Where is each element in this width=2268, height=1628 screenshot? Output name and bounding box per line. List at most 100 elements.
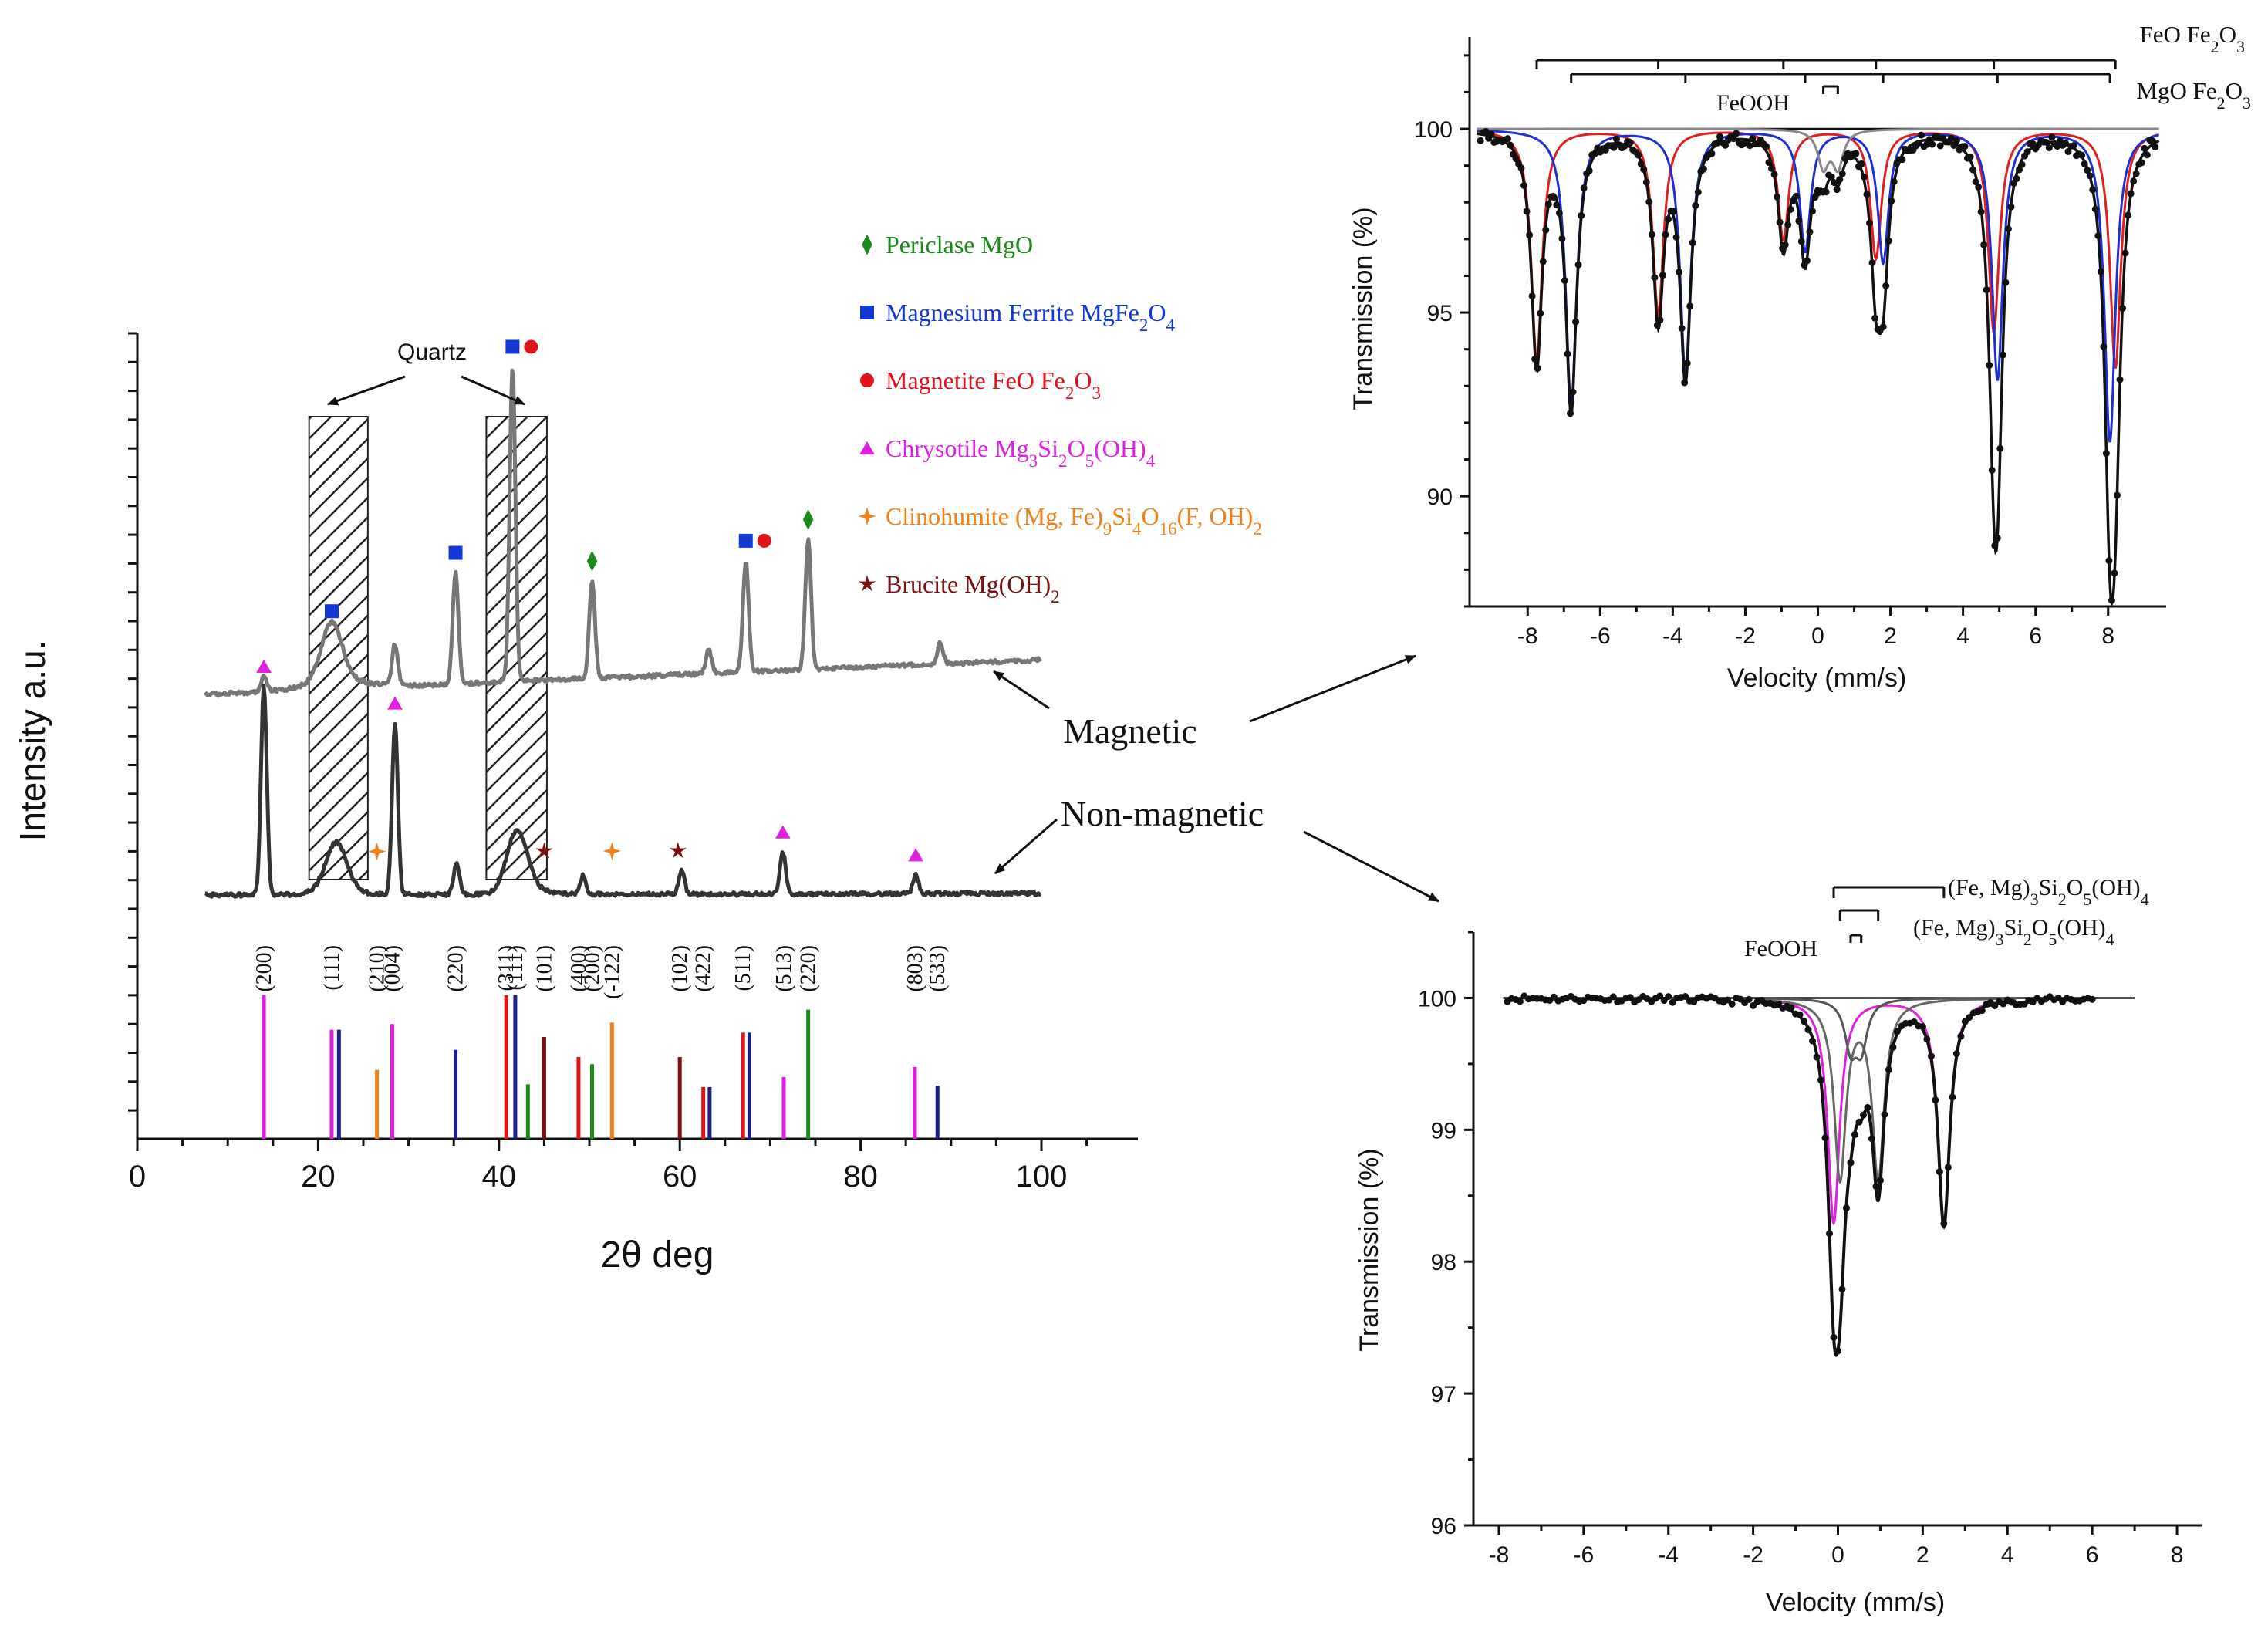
data-point	[2102, 450, 2110, 458]
y-tick-label: 100	[1418, 986, 1456, 1012]
data-point	[1523, 208, 1531, 215]
legend-name: Magnesium Ferrite	[886, 299, 1080, 326]
data-point	[2130, 177, 2138, 185]
hkl-label: (004)	[381, 945, 405, 992]
data-point	[2143, 151, 2151, 159]
data-point	[1656, 316, 1664, 324]
data-point	[1512, 155, 1520, 163]
legend-name: Clinohumite	[886, 502, 1015, 530]
y-tick-label: 96	[1431, 1514, 1456, 1539]
data-point	[1797, 238, 1805, 245]
data-point	[1847, 1159, 1855, 1167]
hkl-label: (101)	[532, 945, 556, 992]
formula-subscript: 5	[1085, 451, 1095, 471]
legend-label: Magnetite FeO Fe2O3	[886, 366, 1101, 403]
data-point	[1686, 302, 1694, 310]
data-point	[1762, 143, 1770, 150]
hkl-label: (111)	[504, 945, 528, 991]
data-point	[1872, 1183, 1880, 1191]
xrd-x-ticks: 0 20 40 60 80 100	[129, 1139, 1088, 1194]
data-point	[1645, 198, 1653, 206]
hkl-label: (220)	[444, 945, 468, 992]
data-point	[1749, 134, 1757, 142]
y-tick-label: 100	[1414, 117, 1453, 143]
data-point	[1881, 1110, 1888, 1118]
magnetic-to-mossbauer-arrow	[1249, 654, 1416, 723]
data-point	[1787, 205, 1794, 213]
formula-subscript: 2	[1065, 383, 1075, 403]
data-point	[1682, 993, 1689, 1001]
data-point	[1526, 231, 1534, 239]
phase-marker-plus	[602, 842, 621, 860]
data-point	[2132, 170, 2140, 177]
magnetic-label: Magnetic	[1063, 711, 1197, 751]
data-point	[2007, 203, 2015, 211]
formula-part: (Fe, Mg)	[1948, 875, 2030, 900]
formula-subscript: 4	[2106, 930, 2114, 949]
data-point	[1692, 201, 1699, 209]
x-tick-label: 6	[2029, 623, 2042, 649]
y-tick-label: 95	[1427, 301, 1453, 326]
data-point	[1561, 277, 1568, 285]
data-point	[2111, 569, 2118, 577]
data-point	[1838, 1285, 1846, 1293]
data-point	[2086, 172, 2094, 180]
data-point	[1574, 261, 1582, 269]
data-point	[1923, 1035, 1931, 1043]
legend-label: Brucite Mg(OH)2	[886, 570, 1060, 606]
data-point	[1487, 130, 1495, 138]
data-point	[1776, 218, 1784, 226]
data-point	[1612, 135, 1620, 143]
data-point	[1722, 141, 1730, 149]
formula-subscript: 2	[2023, 930, 2032, 949]
phase-marker-triangle	[387, 696, 403, 710]
data-point	[1936, 1168, 1943, 1176]
data-point	[1768, 164, 1776, 172]
hkl-label: (200)	[252, 945, 276, 992]
plus-shape	[367, 842, 386, 861]
legend-symbol-circle	[860, 373, 874, 387]
data-point	[1889, 1043, 1897, 1051]
data-point	[2089, 186, 2097, 194]
x-tick-label: 0	[1831, 1542, 1844, 1568]
data-point	[1940, 1220, 1948, 1228]
formula-part: MgFe	[1080, 299, 1139, 326]
phase-marker-square	[505, 339, 520, 354]
phase-marker-star	[669, 842, 687, 859]
data-point	[1866, 219, 1874, 227]
data-point	[1927, 1052, 1935, 1060]
data-point	[1542, 226, 1550, 234]
hkl-label: (400)	[567, 945, 591, 992]
data-point	[1932, 1096, 1939, 1104]
data-point	[2094, 231, 2102, 239]
data-point	[1855, 1118, 1863, 1126]
reference-lines	[262, 995, 940, 1139]
x-tick-label: -2	[1735, 623, 1756, 649]
hkl-label: (533)	[926, 945, 950, 992]
xrd-x-tick-label: 80	[843, 1160, 878, 1194]
x-tick-label: 8	[2171, 1542, 2184, 1568]
x-tick-label: 8	[2101, 623, 2114, 649]
y-tick-label: 90	[1427, 485, 1453, 510]
xrd-x-axis-title: 2θ deg	[601, 1235, 714, 1275]
legend-name: Periclase	[886, 231, 981, 258]
data-point	[1796, 1011, 1804, 1018]
mossbauer-nonmagnetic-brackets: (Fe, Mg)3Si2O5(OH)4(Fe, Mg)3Si2O5(OH)4Fe…	[1744, 875, 2149, 961]
data-point	[1803, 257, 1811, 265]
phase-marker-triangle	[256, 659, 272, 673]
data-point	[1806, 228, 1814, 236]
data-point	[1830, 1333, 1838, 1341]
label-feooh-1: FeOOH	[1716, 90, 1790, 116]
data-point	[1713, 139, 1721, 147]
data-point	[1795, 217, 1803, 225]
data-point	[2045, 144, 2053, 152]
data-point	[1537, 309, 1544, 317]
data-point	[2064, 147, 2072, 155]
xrd-chart: 0 20 40 60 80 100 (200) (111) (210)(004) (220) (3…	[12, 231, 1439, 1275]
formula-part: Si	[2039, 875, 2058, 900]
mossbauer-nonmagnetic-axes: -8 -6 -4 -2 0 2 4 6 8 96 97 98 99 100	[1418, 931, 2202, 1568]
formula-subscript: 2	[2058, 890, 2067, 909]
data-point	[1585, 167, 1593, 174]
hkl-label: (511)	[731, 945, 755, 991]
xrd-patterns	[203, 368, 1042, 899]
